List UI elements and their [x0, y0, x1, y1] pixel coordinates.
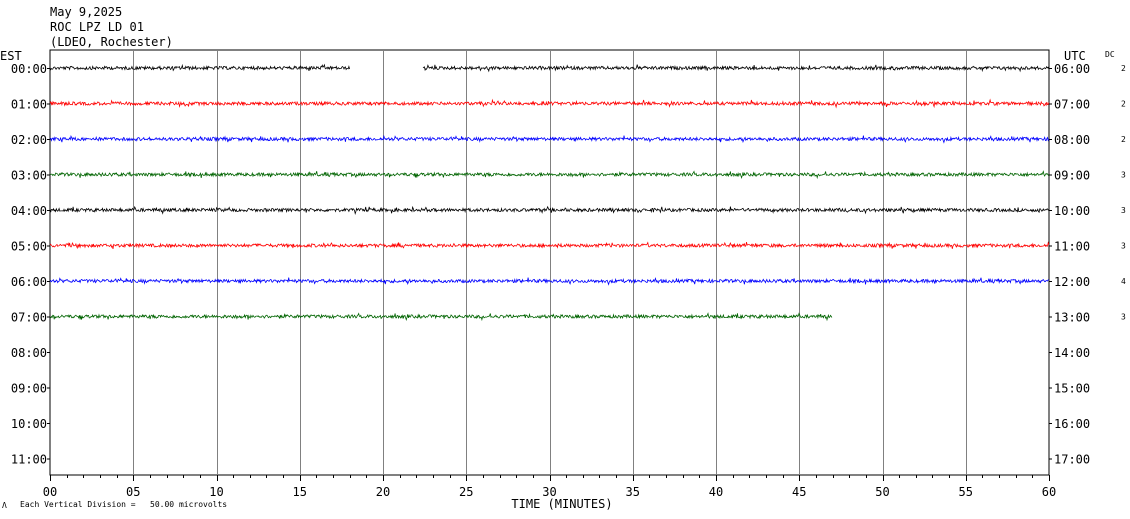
utc-axis-label: UTC: [1064, 49, 1086, 63]
utc-hour-label: 09:00: [1054, 169, 1090, 183]
x-axis-title: TIME (MINUTES): [511, 497, 612, 511]
seismic-trace: [49, 241, 1050, 250]
x-tick-label: 20: [376, 485, 390, 499]
x-tick-label: 50: [875, 485, 889, 499]
x-tick-label: 05: [126, 485, 140, 499]
seismic-trace: [49, 63, 350, 72]
utc-hour-label: 14:00: [1054, 346, 1090, 360]
utc-hour-label: 10:00: [1054, 204, 1090, 218]
x-tick-label: 15: [293, 485, 307, 499]
dc-value: 3: [1121, 313, 1126, 322]
station-code: ROC LPZ LD 01: [50, 20, 144, 34]
seismic-trace: [49, 98, 1050, 109]
dc-value: 2: [1121, 64, 1126, 73]
est-hour-label: 11:00: [11, 453, 47, 467]
x-tick-label: 60: [1042, 485, 1056, 499]
est-hour-label: 03:00: [11, 169, 47, 183]
plot-frame: [49, 49, 1050, 476]
seismic-trace: [49, 277, 1050, 286]
x-tick-label: 55: [959, 485, 973, 499]
seismic-trace: [49, 312, 833, 322]
est-hour-label: 09:00: [11, 382, 47, 396]
vertical-scale-note: Each Vertical Division = 50.00 microvolt…: [20, 500, 228, 509]
utc-hour-label: 07:00: [1054, 98, 1090, 112]
dc-value: 4: [1121, 277, 1126, 286]
utc-hour-label: 11:00: [1054, 240, 1090, 254]
utc-hour-label: 08:00: [1054, 133, 1090, 147]
utc-hour-label: 12:00: [1054, 275, 1090, 289]
utc-hour-label: 06:00: [1054, 62, 1090, 76]
est-hour-label: 08:00: [11, 346, 47, 360]
utc-hour-label: 15:00: [1054, 382, 1090, 396]
dc-value: 2: [1121, 100, 1126, 109]
x-tick-label: 35: [626, 485, 640, 499]
network-name: (LDEO, Rochester): [50, 35, 173, 49]
x-tick-label: 30: [542, 485, 556, 499]
x-tick-label: 40: [709, 485, 723, 499]
dc-value: 3: [1121, 206, 1126, 215]
seismic-trace: [422, 64, 1050, 73]
est-hour-label: 02:00: [11, 133, 47, 147]
x-tick-label: 00: [43, 485, 57, 499]
est-hour-label: 01:00: [11, 98, 47, 112]
est-hour-label: 04:00: [11, 204, 47, 218]
scale-marker: Λ: [2, 501, 7, 510]
est-hour-label: 10:00: [11, 417, 47, 431]
dc-value: 3: [1121, 242, 1126, 251]
seismic-trace: [49, 134, 1050, 144]
est-hour-label: 05:00: [11, 240, 47, 254]
x-tick-label: 45: [792, 485, 806, 499]
utc-hour-label: 17:00: [1054, 453, 1090, 467]
est-axis-label: EST: [0, 49, 22, 63]
dc-value: 3: [1121, 171, 1126, 180]
dc-label: DC: [1105, 50, 1115, 59]
x-tick-label: 25: [459, 485, 473, 499]
utc-hour-label: 13:00: [1054, 311, 1090, 325]
est-hour-label: 06:00: [11, 275, 47, 289]
est-hour-label: 00:00: [11, 62, 47, 76]
plot-date: May 9,2025: [50, 5, 123, 19]
dc-value: 2: [1121, 135, 1126, 144]
seismic-trace: [49, 170, 1050, 180]
x-tick-label: 10: [209, 485, 223, 499]
utc-hour-label: 16:00: [1054, 417, 1090, 431]
seismic-trace: [49, 205, 1050, 215]
est-hour-label: 07:00: [11, 311, 47, 325]
